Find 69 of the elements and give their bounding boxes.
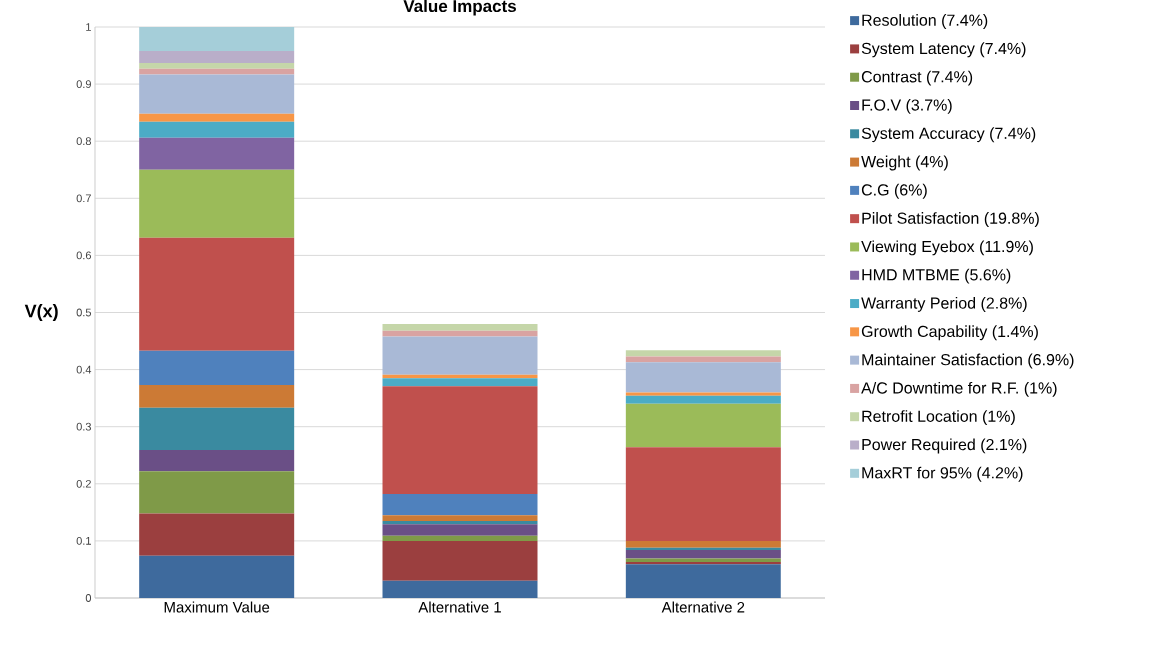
bar <box>139 555 295 598</box>
bar <box>139 113 295 122</box>
bar <box>139 121 295 138</box>
bar <box>625 392 781 396</box>
bar <box>382 494 538 516</box>
y-tick-label: 0.3 <box>76 422 91 431</box>
bar <box>382 323 538 331</box>
bar <box>382 515 538 521</box>
bar <box>139 350 295 386</box>
chart-title: Value Impacts <box>403 0 516 16</box>
bar <box>625 540 781 548</box>
legend-label: System Accuracy (7.4%) <box>861 127 1036 143</box>
bar <box>139 50 295 63</box>
legend-label: MaxRT for 95% (4.2%) <box>862 466 1023 482</box>
x-tick-label: Alternative 1 <box>418 601 501 613</box>
bar <box>382 336 538 375</box>
bar <box>382 378 538 387</box>
legend-label: Pilot Satisfaction (19.8%) <box>862 212 1039 228</box>
x-tick-label: Maximum Value <box>164 601 270 613</box>
bar <box>139 513 295 556</box>
legend-label: Power Required (2.1%) <box>862 438 1027 454</box>
bar <box>625 550 781 559</box>
legend-label: Maintainer Satisfaction (6.9%) <box>862 353 1074 369</box>
bar <box>382 524 538 536</box>
legend-label: Weight (4%) <box>861 155 948 171</box>
bar <box>625 350 781 357</box>
legend-label: Resolution (7.4%) <box>862 14 988 29</box>
bar <box>625 356 781 363</box>
legend-label: Warranty Period (2.8%) <box>861 297 1027 312</box>
bar <box>139 74 295 114</box>
bar <box>139 62 295 69</box>
y-axis-title: V(x) <box>24 304 58 321</box>
bar <box>382 580 538 598</box>
bar <box>625 564 781 598</box>
legend-label: Viewing Eyebox (11.9%) <box>861 240 1033 256</box>
y-tick-label: 0.9 <box>76 80 91 88</box>
y-tick-label: 0.8 <box>76 137 91 146</box>
bar <box>139 237 295 351</box>
legend-label: Contrast (7.4%) <box>861 70 973 86</box>
legend-label: HMD MTBME (5.6%) <box>862 268 1011 284</box>
legend-label: C.G (6%) <box>861 183 927 199</box>
bar <box>382 386 538 495</box>
x-tick-label: Alternative 2 <box>661 601 745 613</box>
y-tick-label: 0.4 <box>76 365 92 374</box>
y-tick-label: 0.6 <box>76 251 91 260</box>
bar <box>625 395 781 404</box>
legend-label: Retrofit Location (1%) <box>862 410 1015 426</box>
legend-label: Growth Capability (1.4%) <box>861 325 1038 341</box>
y-tick-label: 0.5 <box>76 308 92 317</box>
legend-label: System Latency (7.4%) <box>861 42 1026 58</box>
y-tick-label: 1 <box>86 23 91 31</box>
bar <box>139 385 295 408</box>
y-tick-label: 0.2 <box>76 479 91 488</box>
y-tick-label: 0.7 <box>76 194 91 203</box>
bar <box>139 450 295 472</box>
y-tick-label: 0.1 <box>76 537 91 545</box>
bar <box>139 169 295 238</box>
legend-label: F.O.V (3.7%) <box>862 98 952 114</box>
bar <box>139 407 295 451</box>
bar <box>382 540 538 581</box>
legend-label: A/C Downtime for R.F. (1%) <box>861 381 1057 397</box>
y-tick-label: 0 <box>85 594 92 602</box>
bar <box>382 535 538 541</box>
bar <box>625 403 781 448</box>
bar <box>139 471 295 514</box>
bar <box>139 26 295 51</box>
bar <box>625 362 781 393</box>
bar <box>139 137 295 170</box>
bar <box>625 447 781 541</box>
